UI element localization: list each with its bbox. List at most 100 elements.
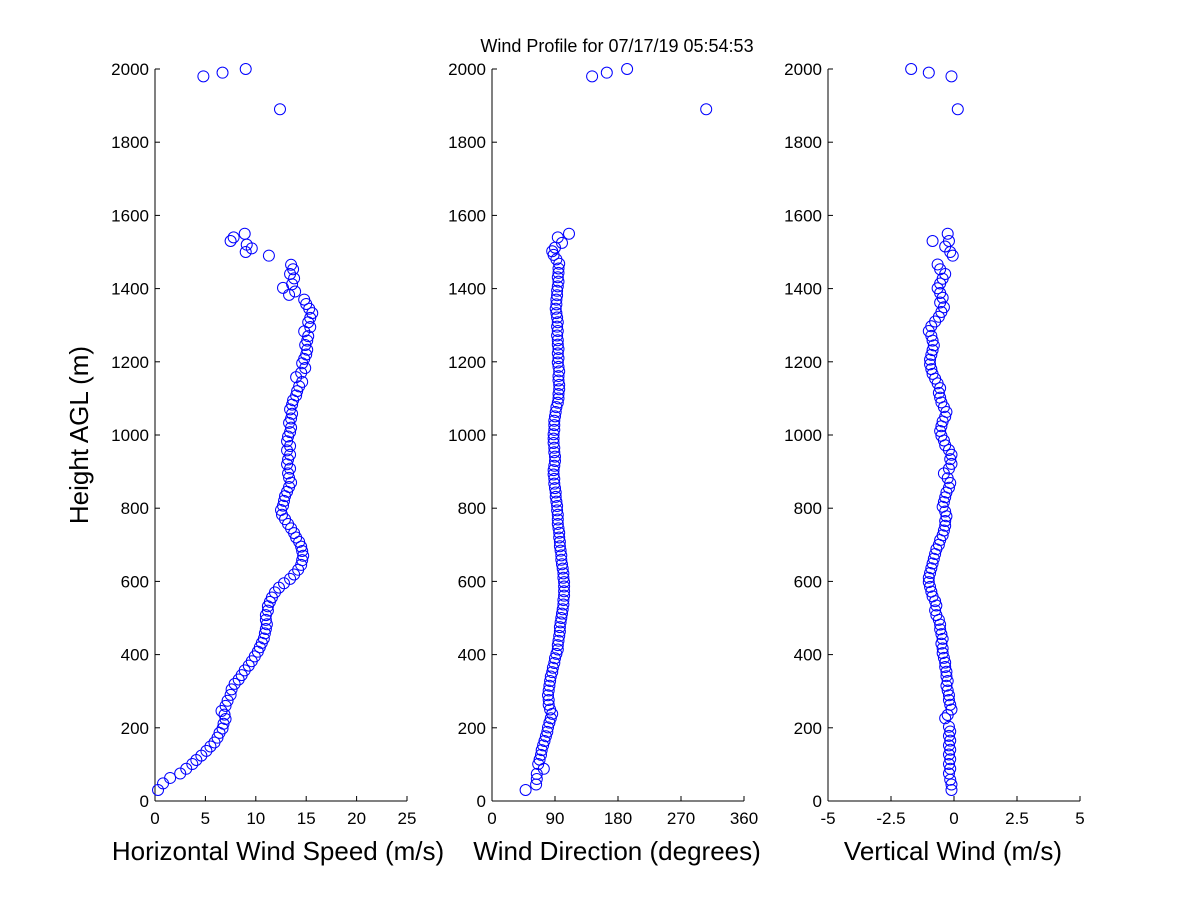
data-point	[258, 627, 271, 640]
y-tick-label: 200	[458, 719, 486, 738]
data-point	[936, 632, 949, 645]
data-point	[926, 235, 939, 248]
y-axis-label: Height AGL (m)	[64, 346, 94, 524]
data-point	[555, 549, 568, 562]
data-point	[931, 258, 944, 271]
y-tick-label: 1200	[784, 353, 822, 372]
x-tick-label: 360	[730, 809, 758, 828]
data-point	[535, 744, 548, 757]
data-point	[551, 356, 564, 369]
data-point	[544, 674, 557, 687]
y-tick-label: 1000	[111, 426, 149, 445]
data-point	[550, 298, 563, 311]
data-point	[547, 437, 560, 450]
data-point	[551, 504, 564, 517]
data-point	[285, 412, 298, 425]
data-point	[174, 767, 187, 780]
data-point	[238, 227, 251, 240]
data-point	[939, 515, 952, 528]
data-point	[942, 748, 955, 761]
data-point	[556, 562, 569, 575]
data-point	[557, 594, 570, 607]
data-point	[549, 410, 561, 423]
data-point	[552, 352, 565, 365]
data-point	[924, 353, 937, 366]
data-point	[541, 725, 554, 738]
data-point	[945, 784, 958, 797]
direction-panel: 0 200 400 600 800 1000 1200 1400 1600 1800 2000 0 90…	[448, 60, 761, 866]
data-point	[301, 334, 314, 347]
data-point	[551, 231, 564, 244]
data-point	[549, 450, 561, 463]
y-tick-label: 1600	[111, 206, 149, 225]
data-point	[557, 567, 570, 580]
data-point	[552, 388, 565, 401]
data-point	[551, 329, 564, 342]
data-point	[944, 698, 957, 711]
data-point	[924, 358, 937, 371]
data-point	[942, 235, 955, 248]
data-point	[927, 339, 940, 352]
data-point	[558, 585, 571, 598]
data-point	[216, 66, 229, 79]
data-point	[532, 758, 545, 771]
y-tick-label: 0	[477, 792, 486, 811]
data-point	[939, 712, 952, 725]
data-point	[552, 374, 565, 387]
data-point	[551, 289, 564, 302]
data-point	[546, 661, 559, 674]
data-point	[544, 703, 557, 716]
x-tick-label: 5	[1075, 809, 1084, 828]
data-point	[273, 103, 286, 116]
data-point	[553, 535, 566, 548]
data-point	[951, 103, 964, 116]
data-point	[546, 245, 559, 258]
data-point	[551, 316, 564, 329]
data-point	[302, 330, 315, 343]
data-point	[941, 227, 954, 240]
data-point	[539, 730, 552, 743]
data-point	[227, 231, 240, 244]
data-point	[944, 762, 957, 775]
data-point	[548, 414, 561, 427]
data-point	[277, 499, 290, 512]
y-tick-label: 1200	[111, 353, 149, 372]
data-point	[225, 683, 238, 696]
data-point	[929, 604, 942, 617]
data-point	[296, 554, 309, 567]
data-point	[552, 360, 565, 373]
data-point	[935, 637, 948, 650]
data-point	[944, 725, 957, 738]
data-point	[558, 580, 571, 593]
data-point	[547, 468, 560, 481]
data-point	[944, 743, 957, 756]
data-point	[922, 576, 935, 589]
data-point	[553, 540, 566, 553]
data-point	[551, 280, 564, 293]
y-tick-label: 1400	[784, 280, 822, 299]
data-point	[544, 712, 557, 725]
data-point	[297, 549, 310, 562]
data-point	[553, 378, 566, 391]
data-point	[930, 609, 943, 622]
y-tick-label: 1800	[784, 133, 822, 152]
data-point	[551, 311, 564, 324]
data-point	[935, 396, 948, 409]
data-point	[553, 625, 566, 638]
data-point	[552, 392, 565, 405]
data-point	[552, 634, 565, 647]
data-point	[224, 235, 237, 248]
data-point	[555, 553, 568, 566]
data-point	[550, 647, 563, 660]
data-point	[221, 694, 234, 707]
data-point	[542, 698, 555, 711]
data-point	[548, 657, 561, 670]
data-point	[239, 63, 252, 75]
data-point	[547, 428, 560, 441]
data-point	[548, 472, 561, 485]
data-point	[283, 471, 296, 484]
data-point	[298, 293, 311, 306]
data-point	[553, 526, 566, 539]
data-point	[940, 665, 953, 678]
